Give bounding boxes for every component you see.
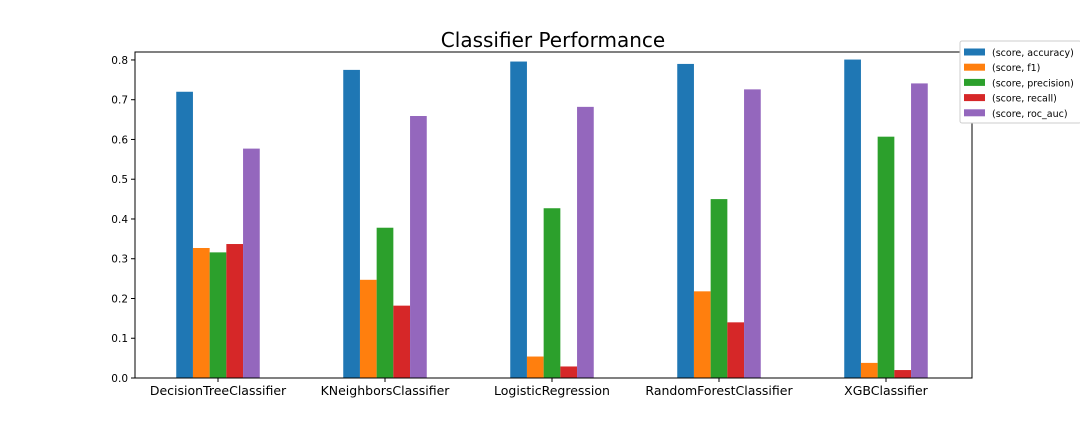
bar-KNeighborsClassifier-score-roc_auc xyxy=(410,116,427,378)
y-tick-label: 0.8 xyxy=(111,55,128,67)
legend-swatch xyxy=(964,94,985,102)
x-tick-label: XGBClassifier xyxy=(844,383,929,398)
bar-XGBClassifier-score-roc_auc xyxy=(911,83,928,378)
legend-box xyxy=(959,40,1080,124)
bar-LogisticRegression-score-f1 xyxy=(526,356,544,378)
bar-XGBClassifier-score-f1 xyxy=(860,362,878,378)
y-tick-label: 0.0 xyxy=(111,373,128,385)
y-tick-label: 0.4 xyxy=(111,214,128,226)
bar-RandomForestClassifier-score-recall xyxy=(727,322,745,378)
y-tick-label: 0.1 xyxy=(111,333,128,345)
bar-DecisionTreeClassifier-score-accuracy xyxy=(176,91,193,378)
bar-KNeighborsClassifier-score-precision xyxy=(376,227,394,378)
legend: (score, accuracy) (score, f1) (score, prec… xyxy=(959,40,1080,124)
chart-title: Classifier Performance xyxy=(441,28,665,52)
plot-frame xyxy=(134,51,973,379)
x-tick-label: RandomForestClassifier xyxy=(645,383,793,398)
bar-XGBClassifier-score-recall xyxy=(894,370,912,378)
y-tick-label: 0.7 xyxy=(111,95,128,107)
bar-RandomForestClassifier-score-f1 xyxy=(693,291,711,378)
x-tick-label: KNeighborsClassifier xyxy=(321,383,451,398)
bar-LogisticRegression-score-accuracy xyxy=(510,61,527,378)
bar-XGBClassifier-score-precision xyxy=(877,136,895,378)
bar-RandomForestClassifier-score-roc_auc xyxy=(744,89,761,379)
bars xyxy=(176,59,928,379)
y-axis: 0.0 0.1 0.2 0.3 0.4 0.5 0.6 0.7 0.8 xyxy=(111,55,135,385)
bar-DecisionTreeClassifier-score-f1 xyxy=(192,247,210,378)
bar-DecisionTreeClassifier-score-precision xyxy=(209,252,227,378)
bar-XGBClassifier-score-accuracy xyxy=(844,59,861,379)
bar-RandomForestClassifier-score-accuracy xyxy=(677,63,694,379)
legend-swatch xyxy=(964,78,985,86)
bar-DecisionTreeClassifier-score-recall xyxy=(226,244,244,378)
bar-LogisticRegression-score-recall xyxy=(560,366,578,378)
legend-label: (score, precision) xyxy=(992,78,1074,89)
bar-KNeighborsClassifier-score-f1 xyxy=(359,279,377,378)
legend-label: (score, recall) xyxy=(992,94,1057,105)
y-tick-label: 0.5 xyxy=(111,174,128,186)
bar-KNeighborsClassifier-score-recall xyxy=(393,305,411,378)
bar-RandomForestClassifier-score-precision xyxy=(710,199,728,378)
bar-LogisticRegression-score-precision xyxy=(543,208,561,378)
y-tick-label: 0.2 xyxy=(111,293,128,305)
x-tick-label: LogisticRegression xyxy=(494,383,610,398)
legend-label: (score, f1) xyxy=(992,63,1040,74)
y-tick-label: 0.6 xyxy=(111,134,128,146)
bar-KNeighborsClassifier-score-accuracy xyxy=(343,69,360,378)
y-tick-label: 0.3 xyxy=(111,254,128,266)
bar-LogisticRegression-score-roc_auc xyxy=(577,106,594,379)
legend-label: (score, accuracy) xyxy=(992,48,1074,59)
bar-DecisionTreeClassifier-score-roc_auc xyxy=(243,148,260,378)
legend-label: (score, roc_auc) xyxy=(992,109,1068,120)
legend-swatch xyxy=(964,109,985,117)
legend-swatch xyxy=(964,48,985,56)
legend-swatch xyxy=(964,63,985,71)
x-axis: DecisionTreeClassifier KNeighborsClassifi… xyxy=(150,378,929,398)
x-tick-label: DecisionTreeClassifier xyxy=(150,383,287,398)
